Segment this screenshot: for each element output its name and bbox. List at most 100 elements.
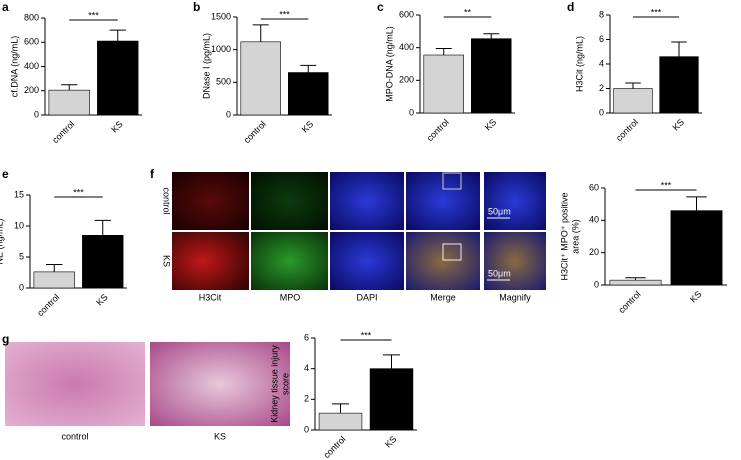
y-tick-label: 400 — [399, 42, 414, 52]
panel-label: d — [567, 0, 574, 14]
bar — [470, 38, 512, 114]
panel-label: e — [2, 167, 9, 181]
panel-g-images — [5, 342, 290, 426]
y-tick-label: 0 — [19, 282, 24, 292]
column-label: H3Cit — [199, 292, 222, 302]
bar — [48, 89, 90, 116]
image — [251, 232, 328, 290]
x-tick-label: KS — [671, 117, 687, 133]
x-tick-label: control — [321, 434, 347, 460]
image — [406, 232, 480, 290]
y-tick-label: 400 — [24, 61, 39, 71]
x-tick-label: KS — [688, 289, 704, 305]
y-tick-label: 2 — [599, 83, 604, 93]
zoom-box — [442, 243, 462, 261]
y-tick-label: 600 — [399, 9, 414, 19]
error-bar — [435, 47, 452, 56]
x-tick-label: control — [50, 119, 76, 145]
image — [330, 172, 404, 230]
y-tick-label: 0 — [599, 107, 604, 117]
panel-f-images — [172, 172, 546, 290]
image — [150, 342, 290, 426]
x-tick-label: control — [614, 117, 640, 143]
x-tick-label: KS — [94, 292, 110, 308]
row-label: KS — [162, 255, 172, 267]
y-axis-label: cf.DNA (ng/mL) — [9, 36, 19, 98]
column-label: Merge — [430, 292, 456, 302]
x-tick-label: control — [242, 119, 268, 145]
panel-label: f — [150, 167, 155, 181]
y-tick-label: 6 — [304, 332, 309, 342]
error-bar — [671, 41, 687, 57]
bar — [318, 412, 363, 431]
bar — [659, 56, 699, 114]
image — [172, 172, 249, 230]
y-tick-label: 1500 — [211, 11, 231, 21]
column-label: DAPI — [356, 292, 377, 302]
y-tick-label: 0 — [304, 424, 309, 434]
y-tick-label: 60 — [589, 182, 599, 192]
y-tick-label: 0 — [594, 279, 599, 289]
y-tick-label: 500 — [216, 77, 231, 87]
y-axis-label: H3Cit⁺ MPO⁺ positive — [559, 192, 569, 280]
significance: *** — [651, 7, 662, 17]
image — [172, 232, 249, 290]
x-tick-label: control — [425, 117, 451, 143]
y-tick-label: 0 — [34, 109, 39, 119]
bar — [287, 72, 329, 116]
image — [330, 232, 404, 290]
x-tick-label: KS — [300, 119, 316, 135]
y-tick-label: 800 — [24, 12, 39, 22]
error-bar — [625, 82, 641, 89]
image-label: KS — [214, 431, 226, 441]
panel-label: a — [2, 0, 9, 14]
y-tick-label: 6 — [599, 34, 604, 44]
bar — [240, 41, 282, 116]
x-tick-label: control — [35, 292, 61, 318]
error-bar — [46, 263, 63, 272]
image — [484, 172, 546, 230]
y-tick-label: 600 — [24, 37, 39, 47]
bar — [609, 279, 662, 286]
significance: *** — [361, 330, 372, 340]
x-tick-label: KS — [383, 434, 399, 450]
image-label: control — [61, 431, 88, 441]
x-tick-label: KS — [483, 117, 499, 133]
error-bar — [109, 29, 126, 42]
scale-label: 50μm — [488, 206, 511, 216]
row-label: control — [162, 187, 172, 214]
bar — [369, 368, 414, 431]
x-tick-label: KS — [109, 119, 125, 135]
significance: *** — [279, 9, 290, 19]
y-axis-label: score — [280, 373, 290, 395]
error-bar — [300, 64, 317, 73]
significance: *** — [88, 10, 99, 20]
error-bar — [625, 277, 646, 281]
y-tick-label: 5 — [19, 251, 24, 261]
y-tick-label: 40 — [589, 215, 599, 225]
significance: *** — [661, 180, 672, 190]
bar — [613, 88, 653, 114]
significance: ** — [464, 7, 472, 17]
error-bar — [382, 354, 401, 369]
image — [5, 342, 145, 426]
error-bar — [331, 403, 350, 414]
y-tick-label: 0 — [409, 107, 414, 117]
y-axis-label: area (%) — [570, 219, 580, 254]
y-tick-label: 200 — [24, 85, 39, 95]
y-axis-label: H3Cit (ng/mL) — [574, 36, 584, 92]
y-tick-label: 8 — [599, 9, 604, 19]
y-axis-label: Kidney tissue injury — [269, 345, 279, 423]
bar — [33, 271, 75, 289]
zoom-box — [442, 172, 462, 190]
significance: *** — [73, 187, 84, 197]
panel-label: c — [377, 0, 384, 14]
y-axis-label: MPO-DNA (ng/mL) — [384, 26, 394, 102]
image — [484, 232, 546, 290]
error-bar — [483, 33, 500, 39]
y-tick-label: 2 — [304, 394, 309, 404]
y-axis-label: NE (ng/mL) — [0, 218, 4, 264]
error-bar — [94, 219, 111, 236]
panel-label: b — [193, 0, 200, 14]
